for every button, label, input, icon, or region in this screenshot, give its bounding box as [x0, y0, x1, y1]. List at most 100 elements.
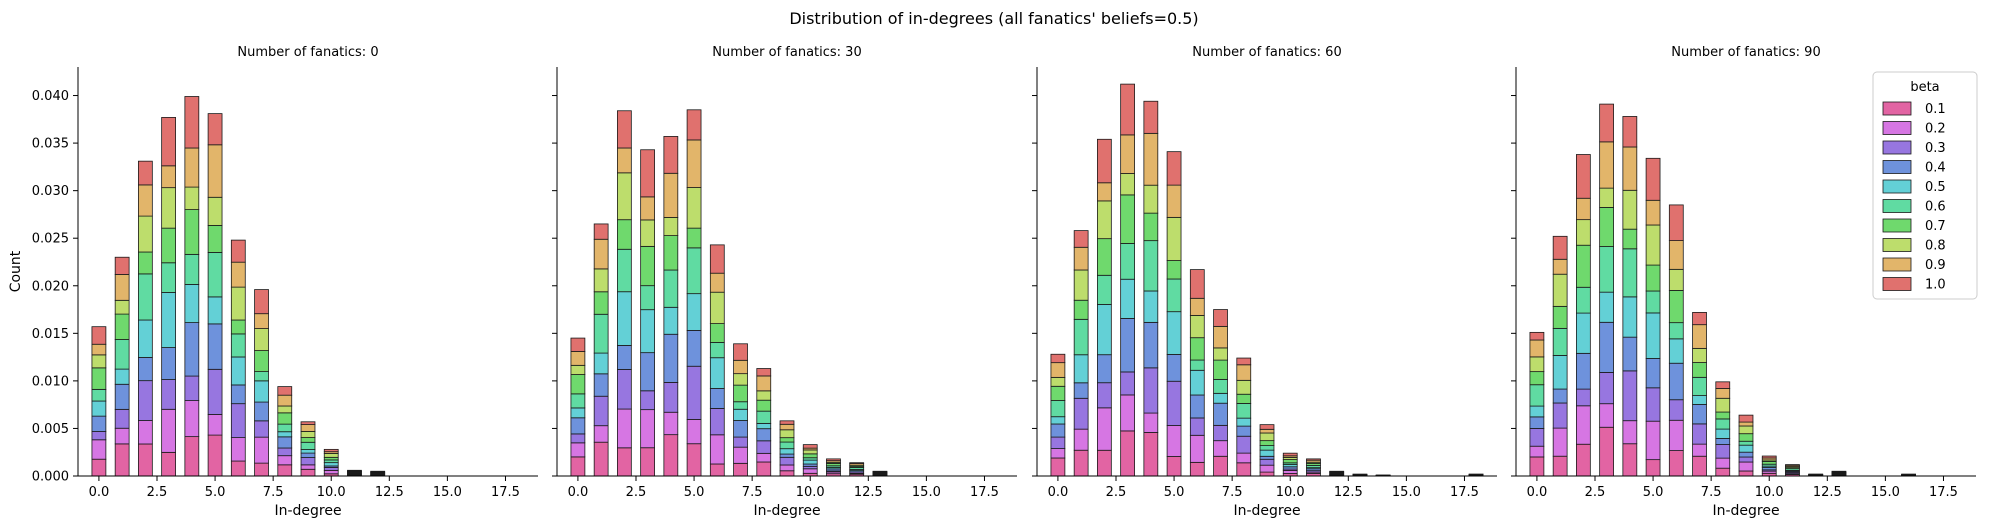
- bar-segment: [230, 403, 246, 438]
- bar-segment: [570, 433, 586, 444]
- bar-segment: [114, 443, 130, 477]
- bar-segment: [1692, 443, 1707, 457]
- bar-segment: [277, 447, 293, 457]
- bar-segment: [1645, 312, 1661, 359]
- bar-segment: [207, 296, 223, 325]
- bar-segment: [1552, 355, 1568, 390]
- bar-segment: [1599, 187, 1614, 208]
- bar-segment: [1189, 359, 1205, 371]
- bar-segment: [300, 441, 316, 450]
- bar-segment: [663, 172, 679, 218]
- bar-segment: [1050, 362, 1066, 378]
- bar-segment: [1073, 230, 1089, 248]
- bar-segment: [277, 464, 293, 477]
- bar-segment: [1282, 459, 1298, 464]
- bar-segment: [300, 464, 316, 470]
- bar-segment: [1692, 423, 1707, 445]
- bar-segment: [1050, 416, 1066, 425]
- bar-segment: [1213, 359, 1228, 380]
- bar-segment: [617, 369, 632, 410]
- bar-segment: [1120, 173, 1135, 196]
- bar-segment: [1259, 464, 1275, 473]
- bar-segment: [640, 245, 655, 287]
- bar-segment: [184, 400, 200, 438]
- bar-segment: [617, 219, 632, 250]
- bar-segment: [1738, 433, 1754, 442]
- bar-segment: [254, 289, 269, 315]
- bar-segment: [347, 469, 362, 472]
- bar-segment: [663, 333, 679, 383]
- bar-segment: [1668, 268, 1684, 291]
- bar-segment: [1599, 291, 1614, 323]
- bar-segment: [756, 375, 772, 392]
- bar-segment: [1073, 428, 1089, 451]
- bar-segment: [207, 434, 223, 477]
- bar-segment: [91, 439, 107, 460]
- bar-segment: [300, 452, 316, 458]
- bar-segment: [1143, 321, 1159, 369]
- x-tick-label: 0.0: [1527, 485, 1548, 500]
- bar-segment: [1236, 357, 1252, 366]
- bar-segment: [1552, 455, 1568, 477]
- bar-segment: [593, 238, 609, 270]
- bar-segment: [756, 368, 772, 377]
- bar-segment: [1282, 452, 1298, 457]
- bar-segment: [1143, 212, 1159, 242]
- legend-swatch: [1882, 257, 1912, 272]
- bar-segment: [300, 449, 316, 454]
- legend: beta 0.1 0.2 0.3 0.4 0.5 0.6 0.7 0.8 0.9 1.0: [1872, 71, 1978, 300]
- bar-segment: [1668, 240, 1684, 270]
- bar-segment: [1073, 318, 1089, 356]
- bar-segment: [1692, 311, 1707, 326]
- bar-segment: [91, 400, 107, 417]
- bar-segment: [277, 423, 293, 433]
- bar-segment: [593, 373, 609, 397]
- bar-segment: [1050, 457, 1066, 477]
- bar-segment: [1668, 204, 1684, 241]
- bar-segment: [756, 440, 772, 454]
- bar-segment: [1576, 312, 1591, 354]
- bar-segment: [230, 286, 246, 321]
- legend-label: 0.9: [1925, 258, 1946, 273]
- bar-segment: [114, 313, 130, 340]
- bar-segment: [254, 350, 269, 372]
- legend-swatch: [1882, 101, 1912, 116]
- bar-segment: [1166, 425, 1182, 457]
- x-axis-label: In-degree: [1233, 503, 1300, 519]
- bar-segment: [254, 313, 269, 329]
- bar-segment: [593, 395, 609, 427]
- bar-segment: [323, 448, 339, 453]
- bar-segment: [1576, 219, 1591, 246]
- legend-swatch: [1882, 160, 1912, 174]
- bar-segment: [1715, 444, 1731, 459]
- bar-segment: [1529, 428, 1545, 447]
- bar-segment: [114, 383, 130, 410]
- bar-segment: [1552, 258, 1568, 275]
- legend-label: 0.2: [1925, 122, 1946, 137]
- bar-segment: [277, 436, 293, 449]
- bar-segment: [137, 319, 153, 358]
- bar-segment: [1213, 392, 1228, 404]
- bar-segment: [709, 342, 725, 359]
- bar-segment: [779, 423, 795, 431]
- bar-segment: [1622, 248, 1638, 298]
- bar-segment: [1213, 424, 1228, 442]
- bar-segment: [663, 217, 679, 236]
- bar-segment: [1236, 452, 1252, 464]
- bar-segment: [617, 172, 632, 221]
- bar-segment: [1599, 141, 1614, 189]
- bar-segment: [1622, 296, 1638, 338]
- legend-swatch: [1882, 277, 1912, 291]
- bar-segment: [1120, 371, 1135, 396]
- bar-segment: [686, 443, 702, 477]
- bar-segment: [137, 357, 153, 382]
- bar-segment: [593, 313, 609, 354]
- bar-segment: [161, 165, 176, 189]
- panel-title: Number of fanatics: 60: [1192, 45, 1341, 60]
- bar-segment: [1645, 290, 1661, 314]
- bar-segment: [1097, 200, 1112, 240]
- bar-segment: [91, 388, 107, 402]
- bar-segment: [593, 291, 609, 315]
- bar-segment: [207, 225, 223, 253]
- bar-segment: [207, 196, 223, 226]
